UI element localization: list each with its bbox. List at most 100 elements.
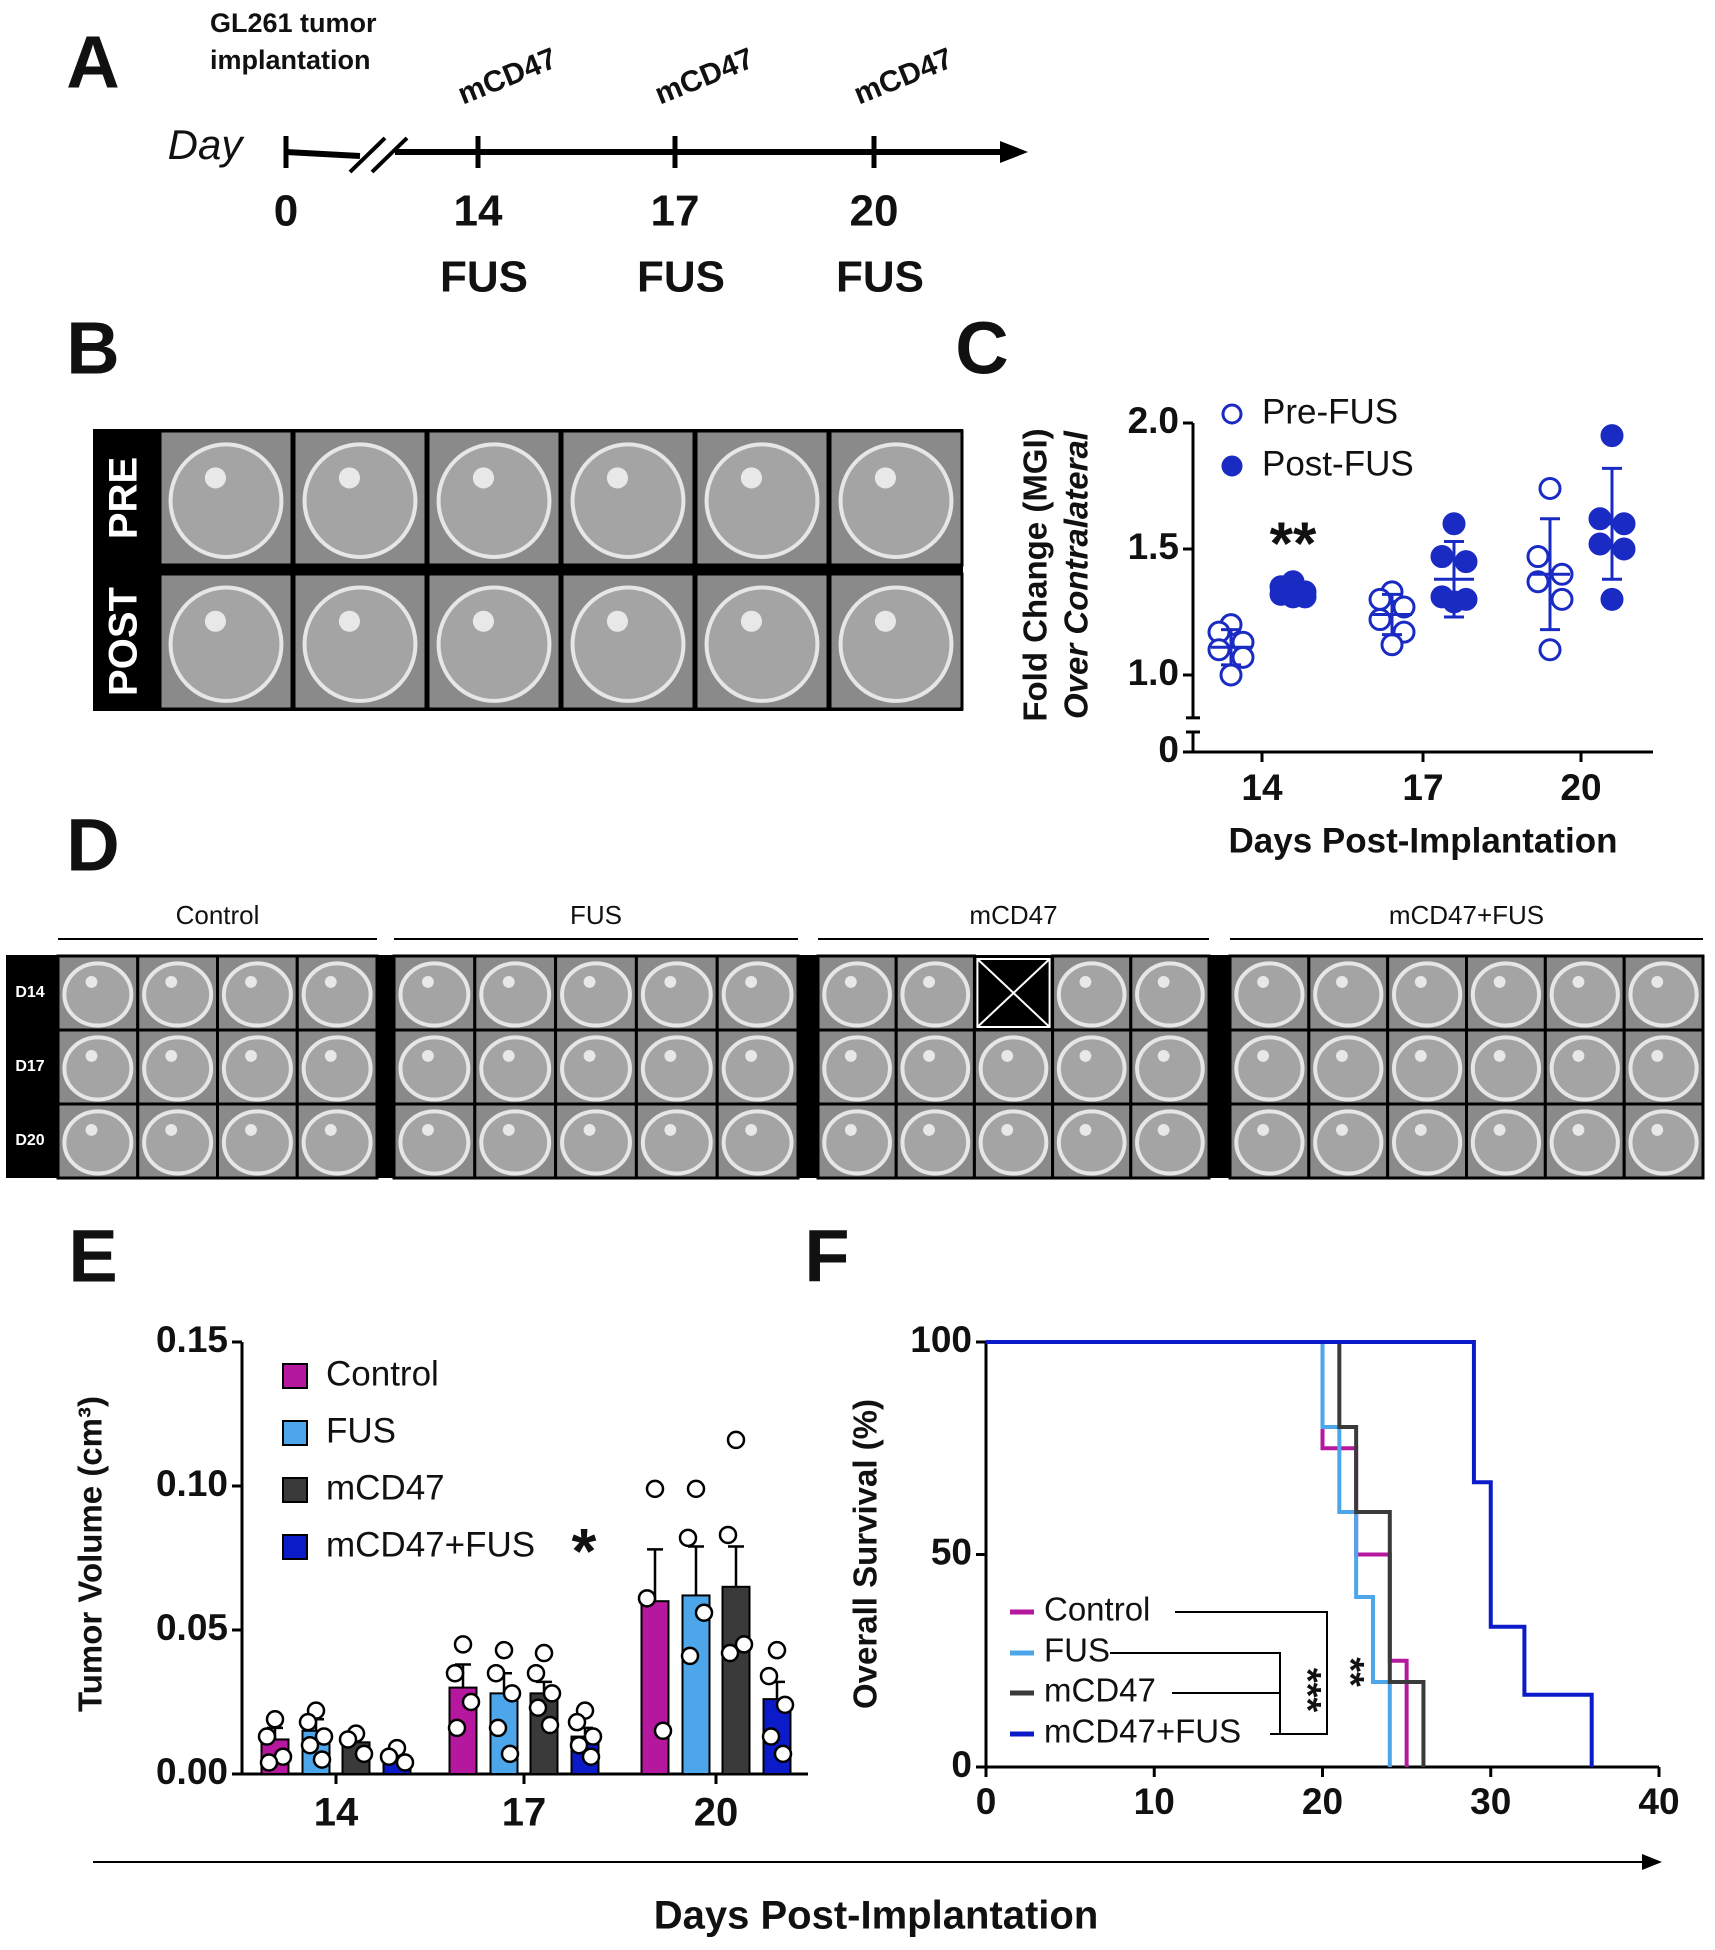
data-point bbox=[734, 1635, 754, 1654]
mri-image-brain bbox=[479, 1109, 552, 1176]
mri-image-brain bbox=[1470, 1035, 1542, 1102]
panel-label: C bbox=[955, 307, 1008, 390]
x-tick-label: 14 bbox=[314, 1791, 359, 1835]
x-tick-label: 20 bbox=[694, 1791, 739, 1835]
mri-image-lesion bbox=[338, 467, 360, 489]
bar bbox=[681, 1594, 711, 1775]
annotation: * bbox=[572, 1515, 597, 1587]
mri-image-lesion bbox=[245, 975, 257, 988]
mri-image-brain bbox=[1391, 961, 1463, 1028]
data-point bbox=[773, 1744, 793, 1764]
mri-image-lesion bbox=[1001, 1049, 1014, 1062]
y-tick-label: 0.15 bbox=[156, 1319, 228, 1360]
data-point bbox=[1368, 587, 1392, 611]
data-point bbox=[312, 1750, 332, 1769]
mri-image-lesion bbox=[844, 1123, 857, 1136]
mri-image-lesion bbox=[745, 975, 758, 988]
mri-image-brain bbox=[1549, 1109, 1620, 1176]
mri-image-lesion bbox=[1079, 1123, 1092, 1136]
legend-label: FUS bbox=[1044, 1632, 1110, 1669]
annotation: ** bbox=[1270, 510, 1317, 577]
mri-image-lesion bbox=[923, 975, 935, 988]
row-label: D17 bbox=[15, 1058, 44, 1075]
mri-image-brain bbox=[479, 1035, 552, 1102]
mri-image-brain bbox=[221, 1035, 293, 1102]
axis-break bbox=[370, 136, 409, 174]
data-point bbox=[1526, 570, 1550, 594]
mri-image-brain bbox=[1549, 1035, 1620, 1102]
mri-image-lesion bbox=[1572, 1049, 1585, 1062]
mri-image-lesion bbox=[85, 1123, 98, 1136]
bar bbox=[640, 1600, 670, 1775]
mri-image-brain bbox=[1470, 961, 1542, 1028]
mri-image-lesion bbox=[245, 1123, 257, 1136]
mri-image-lesion bbox=[472, 467, 494, 489]
panel-label: A bbox=[66, 21, 119, 104]
panel-label: F bbox=[804, 1215, 849, 1298]
data-point bbox=[379, 1747, 399, 1766]
mri-image-lesion bbox=[1157, 975, 1170, 988]
mri-image-brain bbox=[721, 1109, 794, 1176]
data-point bbox=[1538, 638, 1562, 662]
group-label: FUS bbox=[570, 900, 622, 930]
mri-image-lesion bbox=[583, 1049, 596, 1062]
data-point bbox=[1442, 512, 1466, 536]
mri-image-lesion bbox=[502, 975, 515, 988]
data-point bbox=[761, 1727, 781, 1746]
data-point bbox=[445, 1663, 465, 1683]
x-tick-label: 0 bbox=[976, 1781, 997, 1822]
mri-image-lesion bbox=[923, 1123, 935, 1136]
mri-image-brain bbox=[62, 1109, 134, 1176]
mri-image-lesion bbox=[324, 975, 337, 988]
mri-image-lesion bbox=[1493, 975, 1506, 988]
y-tick-label: 0.05 bbox=[156, 1607, 228, 1648]
mri-image-brain bbox=[62, 961, 134, 1028]
significance-bracket bbox=[1110, 1652, 1281, 1734]
mri-image-lesion bbox=[1572, 975, 1585, 988]
mri-image-lesion bbox=[606, 610, 628, 632]
legend-swatch bbox=[282, 1363, 308, 1389]
mri-image-lesion bbox=[844, 1049, 857, 1062]
y-tick-label: 2.0 bbox=[1128, 400, 1179, 441]
shared-arrowhead bbox=[1642, 1854, 1662, 1870]
x-axis-label: Days Post-Implantation bbox=[1229, 821, 1618, 860]
mri-image-brain bbox=[436, 585, 552, 703]
mri-image-lesion bbox=[1414, 1123, 1427, 1136]
data-point bbox=[259, 1753, 279, 1772]
missing-cross bbox=[976, 958, 1051, 1028]
mri-image-lesion bbox=[245, 1049, 257, 1062]
y-tick-label: 100 bbox=[910, 1319, 972, 1360]
timeline-axis-label: Day bbox=[168, 121, 246, 168]
panel-label: B bbox=[66, 307, 119, 390]
mri-image-lesion bbox=[85, 975, 98, 988]
mri-image-brain bbox=[142, 961, 214, 1028]
data-point bbox=[488, 1718, 508, 1738]
y-tick-label: 1.0 bbox=[1128, 652, 1179, 693]
timeline-arrowhead bbox=[1000, 141, 1028, 163]
mri-image-lesion bbox=[1079, 975, 1092, 988]
mri-image-lesion bbox=[740, 610, 762, 632]
mri-image-brain bbox=[1628, 961, 1699, 1028]
mri-image-lesion bbox=[664, 975, 677, 988]
mri-image-lesion bbox=[740, 467, 762, 489]
mri-image-lesion bbox=[1336, 1049, 1348, 1062]
mri-image-lesion bbox=[1336, 1123, 1348, 1136]
axis-break bbox=[348, 136, 387, 174]
data-point bbox=[686, 1479, 706, 1499]
annotation: *** bbox=[1286, 1668, 1328, 1713]
mri-image-brain bbox=[978, 1109, 1049, 1176]
error-bar bbox=[1444, 539, 1464, 619]
mri-image-brain bbox=[1056, 1035, 1127, 1102]
treatment-label: mCD47 bbox=[650, 42, 758, 111]
mri-image-brain bbox=[1135, 961, 1205, 1028]
treatment-label: mCD47 bbox=[849, 42, 957, 111]
data-point bbox=[1600, 587, 1624, 611]
mri-image-brain bbox=[168, 442, 284, 559]
mri-image-lesion bbox=[1157, 1123, 1170, 1136]
day-label: 17 bbox=[651, 187, 700, 236]
mri-image-lesion bbox=[583, 1123, 596, 1136]
mri-image-brain bbox=[900, 1109, 971, 1176]
mri-image-brain bbox=[436, 442, 552, 559]
mri-image-lesion bbox=[1257, 1123, 1270, 1136]
mri-image-brain bbox=[640, 961, 713, 1028]
